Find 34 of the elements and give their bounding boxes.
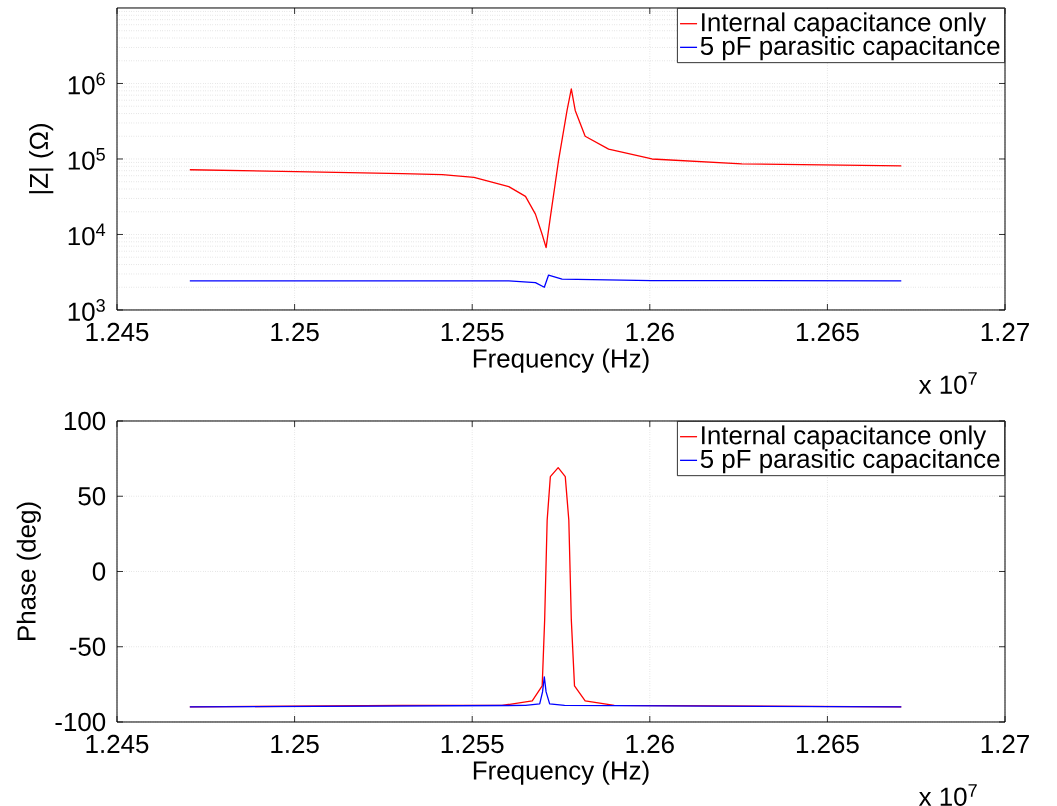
- x-tick-label: 1.265: [796, 734, 859, 754]
- x-axis-title: Frequency (Hz): [473, 348, 649, 373]
- x-tick-label: 1.26: [626, 322, 674, 342]
- line-series: [189, 676, 902, 708]
- x-tick-label: 1.27: [981, 734, 1029, 753]
- y-axis-title: |Z| (Ω): [29, 124, 54, 194]
- text: x 10$^{7}$: [918, 372, 977, 394]
- legend-label: 5 pF parasitic capacitance: [700, 36, 1000, 61]
- x-tick-label: 1.27: [981, 322, 1029, 341]
- x-tick-label: 1.25: [271, 734, 319, 754]
- legend-label: 5 pF parasitic capacitance: [700, 449, 1000, 474]
- x-tick-label: 1.265: [796, 322, 859, 342]
- y-tick-label: 10$^{5}$: [68, 148, 105, 170]
- x-tick-label: 1.255: [441, 734, 504, 754]
- x-axis-title: Frequency (Hz): [473, 760, 649, 785]
- x-tick-label: 1.245: [86, 322, 149, 342]
- y-tick-label: 10$^{6}$: [68, 72, 105, 95]
- x-tick-label: 1.25: [271, 322, 319, 342]
- y-tick-label: 10$^{4}$: [68, 223, 106, 246]
- x-tick-label: 1.255: [441, 322, 504, 342]
- text: x 10$^{7}$: [918, 784, 977, 806]
- x-tick-label: 1.245: [86, 734, 149, 754]
- x-tick-label: 1.26: [626, 734, 674, 754]
- y-tick-label: -100: [55, 712, 106, 732]
- y-tick-label: 50: [78, 487, 106, 506]
- line-series: [189, 88, 902, 249]
- y-tick-label: 100: [64, 411, 106, 431]
- legend-label: Internal capacitance only: [702, 425, 987, 450]
- line-series: [189, 274, 902, 288]
- legend-label: Internal capacitance only: [702, 12, 987, 37]
- y-axis-title: Phase (deg): [16, 502, 41, 640]
- y-tick-label: 0: [92, 562, 106, 581]
- y-tick-label: -50: [69, 637, 106, 656]
- y-tick-label: 10$^{3}$: [68, 299, 105, 321]
